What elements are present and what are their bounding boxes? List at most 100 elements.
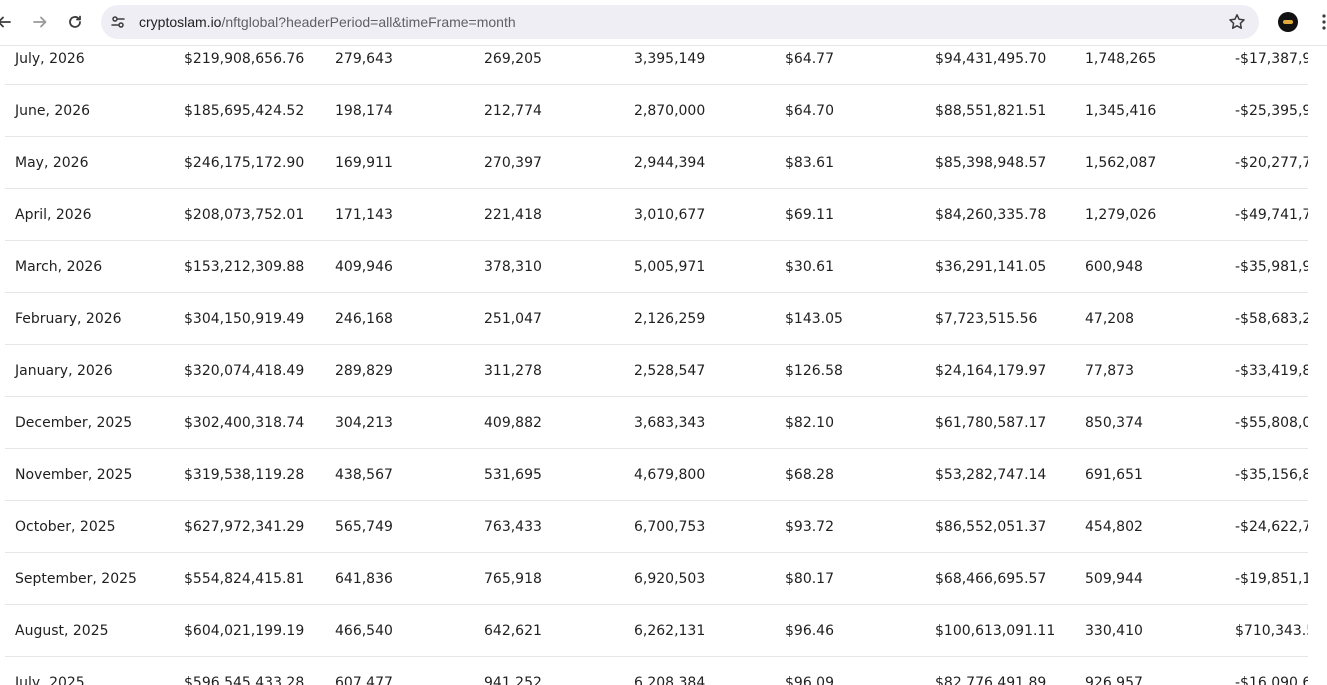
reload-button[interactable] xyxy=(63,10,87,34)
avg-sale-cell: $93.72 xyxy=(785,519,834,535)
amount-cell: $84,260,335.78 xyxy=(935,207,1047,223)
amount-cell: $7,723,515.56 xyxy=(935,311,1038,327)
sales-volume-cell: $319,538,119.28 xyxy=(184,467,305,483)
profile-avatar[interactable] xyxy=(1278,12,1298,32)
bookmark-button[interactable] xyxy=(1227,12,1247,32)
buyers-cell: 438,567 xyxy=(335,467,393,483)
tune-icon xyxy=(111,16,125,28)
monthly-stats-table: July, 2026 $219,908,656.76 279,643 269,2… xyxy=(0,33,1308,685)
transactions-cell: 2,870,000 xyxy=(634,103,706,119)
buyers-cell: 565,749 xyxy=(335,519,393,535)
table-row: March, 2026 $153,212,309.88 409,946 378,… xyxy=(5,241,1308,293)
reload-icon xyxy=(69,15,81,28)
arrow-right-icon xyxy=(33,16,47,28)
sales-volume-cell: $604,021,199.19 xyxy=(184,623,305,639)
transactions-cell: 3,683,343 xyxy=(634,415,706,431)
avg-sale-cell: $83.61 xyxy=(785,155,834,171)
buyers-cell: 279,643 xyxy=(335,51,393,67)
transactions-cell: 6,700,753 xyxy=(634,519,706,535)
sellers-cell: 941,252 xyxy=(484,675,542,685)
sellers-cell: 221,418 xyxy=(484,207,542,223)
forward-button[interactable] xyxy=(28,10,52,34)
address-bar[interactable]: cryptoslam.io/nftglobal?headerPeriod=all… xyxy=(101,5,1259,39)
amount-cell: $36,291,141.05 xyxy=(935,259,1047,275)
sales-volume-cell: $302,400,318.74 xyxy=(184,415,305,431)
transactions-cell: 2,126,259 xyxy=(634,311,706,327)
transactions-cell: 5,005,971 xyxy=(634,259,706,275)
net-amount-cell: -$19,851,12 xyxy=(1235,571,1308,587)
amount-cell: $82,776,491.89 xyxy=(935,675,1047,685)
month-cell: April, 2026 xyxy=(15,207,92,223)
buyers-cell: 641,836 xyxy=(335,571,393,587)
sales-volume-cell: $304,150,919.49 xyxy=(184,311,305,327)
amount-cell: $85,398,948.57 xyxy=(935,155,1047,171)
back-button[interactable] xyxy=(0,10,16,34)
net-amount-cell: -$35,156,87 xyxy=(1235,467,1308,483)
site-info-button[interactable] xyxy=(109,13,127,31)
sellers-cell: 642,621 xyxy=(484,623,542,639)
month-cell: July, 2026 xyxy=(15,51,85,67)
table-row: August, 2025 $604,021,199.19 466,540 642… xyxy=(5,605,1308,657)
table-row: January, 2026 $320,074,418.49 289,829 31… xyxy=(5,345,1308,397)
star-icon xyxy=(1229,14,1245,29)
transactions-cell: 4,679,800 xyxy=(634,467,706,483)
sellers-cell: 378,310 xyxy=(484,259,542,275)
count-cell: 1,748,265 xyxy=(1085,51,1157,67)
browser-toolbar: cryptoslam.io/nftglobal?headerPeriod=all… xyxy=(0,0,1327,46)
avg-sale-cell: $143.05 xyxy=(785,311,843,327)
month-cell: August, 2025 xyxy=(15,623,109,639)
table-row: May, 2026 $246,175,172.90 169,911 270,39… xyxy=(5,137,1308,189)
net-amount-cell: -$35,981,97 xyxy=(1235,259,1308,275)
avg-sale-cell: $126.58 xyxy=(785,363,843,379)
net-amount-cell: $710,343.5 xyxy=(1235,623,1308,639)
buyers-cell: 289,829 xyxy=(335,363,393,379)
month-cell: December, 2025 xyxy=(15,415,133,431)
net-amount-cell: -$58,683,27 xyxy=(1235,311,1308,327)
arrow-left-icon xyxy=(0,16,11,28)
sellers-cell: 763,433 xyxy=(484,519,542,535)
avg-sale-cell: $30.61 xyxy=(785,259,834,275)
sales-volume-cell: $208,073,752.01 xyxy=(184,207,305,223)
amount-cell: $53,282,747.14 xyxy=(935,467,1047,483)
month-cell: May, 2026 xyxy=(15,155,89,171)
transactions-cell: 2,528,547 xyxy=(634,363,706,379)
sellers-cell: 409,882 xyxy=(484,415,542,431)
count-cell: 850,374 xyxy=(1085,415,1143,431)
table-row: July, 2026 $219,908,656.76 279,643 269,2… xyxy=(5,33,1308,85)
amount-cell: $68,466,695.57 xyxy=(935,571,1047,587)
sellers-cell: 251,047 xyxy=(484,311,542,327)
table-row: February, 2026 $304,150,919.49 246,168 2… xyxy=(5,293,1308,345)
buyers-cell: 169,911 xyxy=(335,155,393,171)
table-row: June, 2026 $185,695,424.52 198,174 212,7… xyxy=(5,85,1308,137)
sellers-cell: 765,918 xyxy=(484,571,542,587)
net-amount-cell: -$33,419,81 xyxy=(1235,363,1308,379)
net-amount-cell: -$16,090,66 xyxy=(1235,675,1308,685)
avatar-logo xyxy=(1283,20,1293,24)
buyers-cell: 409,946 xyxy=(335,259,393,275)
buyers-cell: 198,174 xyxy=(335,103,393,119)
avg-sale-cell: $96.46 xyxy=(785,623,834,639)
table-row: September, 2025 $554,824,415.81 641,836 … xyxy=(5,553,1308,605)
url-host: cryptoslam.io xyxy=(139,14,222,30)
count-cell: 1,345,416 xyxy=(1085,103,1157,119)
avg-sale-cell: $64.70 xyxy=(785,103,834,119)
amount-cell: $100,613,091.11 xyxy=(935,623,1056,639)
transactions-cell: 3,010,677 xyxy=(634,207,706,223)
net-amount-cell: -$49,741,74 xyxy=(1235,207,1308,223)
buyers-cell: 304,213 xyxy=(335,415,393,431)
month-cell: February, 2026 xyxy=(15,311,122,327)
amount-cell: $61,780,587.17 xyxy=(935,415,1047,431)
sales-volume-cell: $153,212,309.88 xyxy=(184,259,305,275)
transactions-cell: 6,262,131 xyxy=(634,623,706,639)
net-amount-cell: -$55,808,04 xyxy=(1235,415,1308,431)
count-cell: 600,948 xyxy=(1085,259,1143,275)
sellers-cell: 311,278 xyxy=(484,363,542,379)
table-row: July, 2025 $596,545,433.28 607,477 941,2… xyxy=(5,657,1308,685)
sales-volume-cell: $627,972,341.29 xyxy=(184,519,305,535)
table-row: October, 2025 $627,972,341.29 565,749 76… xyxy=(5,501,1308,553)
month-cell: September, 2025 xyxy=(15,571,137,587)
more-vert-icon xyxy=(1322,14,1326,30)
url-text[interactable]: cryptoslam.io/nftglobal?headerPeriod=all… xyxy=(139,13,516,31)
avg-sale-cell: $82.10 xyxy=(785,415,834,431)
browser-menu-button[interactable] xyxy=(1320,12,1327,32)
